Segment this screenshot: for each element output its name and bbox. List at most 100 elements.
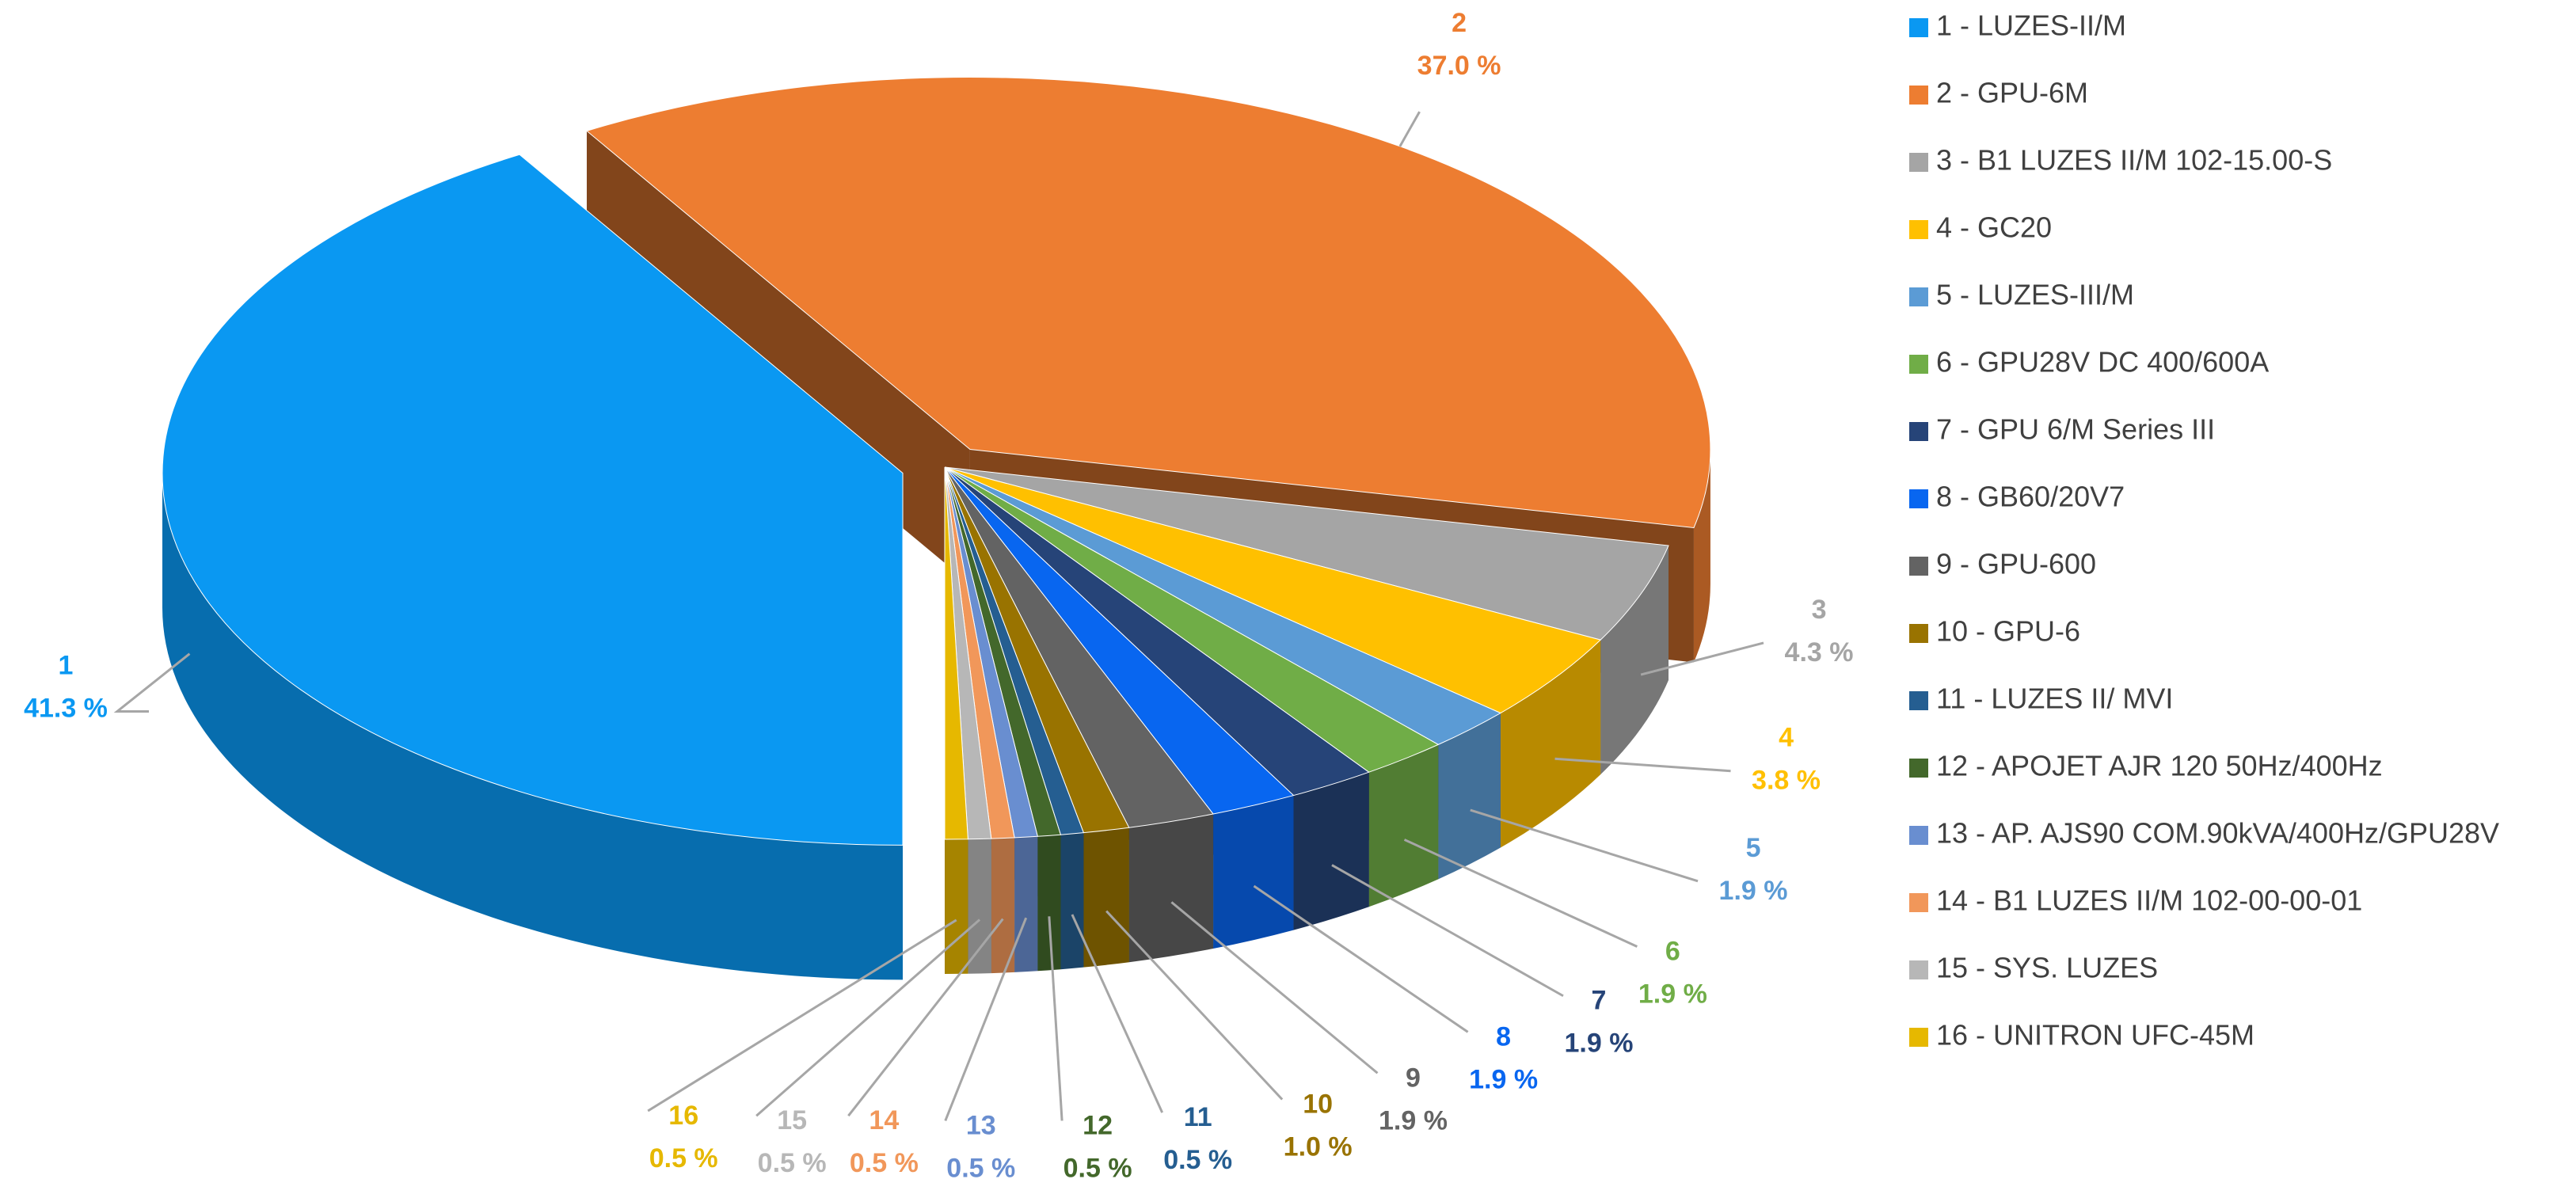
data-label-name: 5 [1746, 833, 1761, 863]
slice-side [1368, 744, 1439, 907]
slice-side [1060, 832, 1084, 970]
leader-line [1105, 910, 1284, 1101]
legend-label: 3 - B1 LUZES II/M 102-15.00-S [1936, 144, 2332, 177]
slice-side [991, 837, 1015, 974]
data-label-value: 41.3 % [24, 693, 108, 723]
data-label-value: 1.9 % [1469, 1064, 1538, 1094]
legend-marker [1909, 960, 1928, 979]
legend-label: 9 - GPU-600 [1936, 548, 2096, 580]
data-label-value: 0.5 % [946, 1153, 1015, 1183]
data-label-name: 9 [1406, 1063, 1421, 1093]
legend-marker [1909, 826, 1928, 845]
data-label-name: 3 [1812, 595, 1827, 625]
slice-side [945, 839, 968, 974]
slice-side [968, 839, 991, 974]
leader-line [1170, 901, 1379, 1074]
legend-marker [1909, 86, 1928, 105]
data-label-name: 6 [1665, 936, 1680, 966]
legend-label: 7 - GPU 6/M Series III [1936, 413, 2215, 446]
data-label-value: 1.0 % [1284, 1131, 1353, 1162]
legend-label: 13 - AP. AJS90 COM.90kVA/400Hz/GPU28V [1936, 817, 2499, 850]
data-label-value: 1.9 % [1564, 1029, 1633, 1059]
data-label-name: 1 [59, 650, 74, 680]
legend-label: 10 - GPU-6 [1936, 615, 2080, 648]
leader-line [944, 917, 1028, 1122]
slice-side [1037, 835, 1061, 972]
legend-marker [1909, 624, 1928, 643]
legend-label: 5 - LUZES-III/M [1936, 279, 2134, 311]
legend-marker [1909, 691, 1928, 710]
data-label-value: 37.0 % [1417, 51, 1501, 81]
legend-marker [1909, 355, 1928, 374]
leader-line [1253, 884, 1469, 1033]
slice-side [1438, 713, 1501, 880]
legend-marker [1909, 557, 1928, 576]
legend-marker [1909, 759, 1928, 778]
leader-line [1640, 641, 1764, 676]
legend-marker [1909, 287, 1928, 306]
data-label-value: 1.9 % [1379, 1105, 1448, 1135]
legend-label: 8 - GB60/20V7 [1936, 481, 2125, 513]
slice-side [1693, 449, 1710, 663]
data-label-value: 0.5 % [1064, 1153, 1132, 1183]
leader-line [1470, 808, 1699, 883]
slice [944, 466, 1669, 641]
legend-label: 16 - UNITRON UFC-45M [1936, 1019, 2254, 1052]
leader-line [847, 918, 1004, 1117]
leader-line [1331, 864, 1564, 998]
data-label-name: 11 [1184, 1102, 1212, 1132]
legend-label: 14 - B1 LUZES II/M 102-00-00-01 [1936, 884, 2362, 917]
legend-label: 12 - APOJET AJR 120 50Hz/400Hz [1936, 750, 2383, 782]
leader-line [1071, 914, 1164, 1113]
data-label-value: 1.9 % [1638, 979, 1707, 1009]
legend-marker [1909, 422, 1928, 441]
leader-line [1403, 839, 1638, 948]
slice-side [162, 473, 904, 980]
data-label-value: 1.9 % [1719, 876, 1788, 906]
leader-line [1554, 757, 1731, 773]
legend-marker [1909, 18, 1928, 37]
legend-label: 4 - GC20 [1936, 211, 2052, 244]
slice-side [1600, 546, 1669, 775]
slice-side [1014, 836, 1038, 972]
leader-line [1048, 916, 1064, 1121]
data-label-value: 4.3 % [1785, 637, 1854, 667]
data-label-name: 7 [1592, 986, 1607, 1016]
slice [944, 466, 968, 840]
leader-line [1398, 111, 1421, 147]
data-label-name: 4 [1779, 723, 1794, 753]
data-label-name: 13 [966, 1110, 996, 1140]
data-label-name: 2 [1452, 8, 1467, 38]
slice-side [1128, 814, 1214, 963]
data-label-name: 14 [869, 1105, 899, 1135]
legend-marker [1909, 1028, 1928, 1047]
data-label-name: 12 [1083, 1110, 1113, 1140]
slice-side [1500, 640, 1601, 848]
leader-line [755, 918, 981, 1117]
data-label-name: 16 [668, 1101, 698, 1131]
legend-label: 1 - LUZES-II/M [1936, 10, 2126, 42]
leader-line [113, 652, 191, 713]
legend-marker [1909, 220, 1928, 239]
data-label-value: 0.5 % [649, 1143, 718, 1173]
legend-marker [1909, 893, 1928, 912]
slice-side [1213, 795, 1294, 949]
legend-label: 11 - LUZES II/ MVI [1936, 683, 2173, 715]
legend-label: 6 - GPU28V DC 400/600A [1936, 346, 2269, 378]
data-label-value: 3.8 % [1752, 766, 1821, 796]
legend-label: 2 - GPU-6M [1936, 77, 2088, 109]
slice-side [1083, 827, 1129, 968]
slice [944, 466, 1602, 714]
slice-side [1293, 772, 1369, 930]
data-label-value: 0.5 % [758, 1148, 827, 1178]
data-label-value: 0.5 % [1163, 1145, 1232, 1175]
legend-marker [1909, 489, 1928, 508]
data-label-name: 15 [777, 1105, 807, 1135]
slice [162, 154, 904, 846]
data-label-name: 8 [1496, 1021, 1511, 1052]
data-label-value: 0.5 % [850, 1148, 919, 1178]
legend-label: 15 - SYS. LUZES [1936, 952, 2158, 984]
legend-marker [1909, 153, 1928, 172]
data-label-name: 10 [1303, 1089, 1333, 1119]
